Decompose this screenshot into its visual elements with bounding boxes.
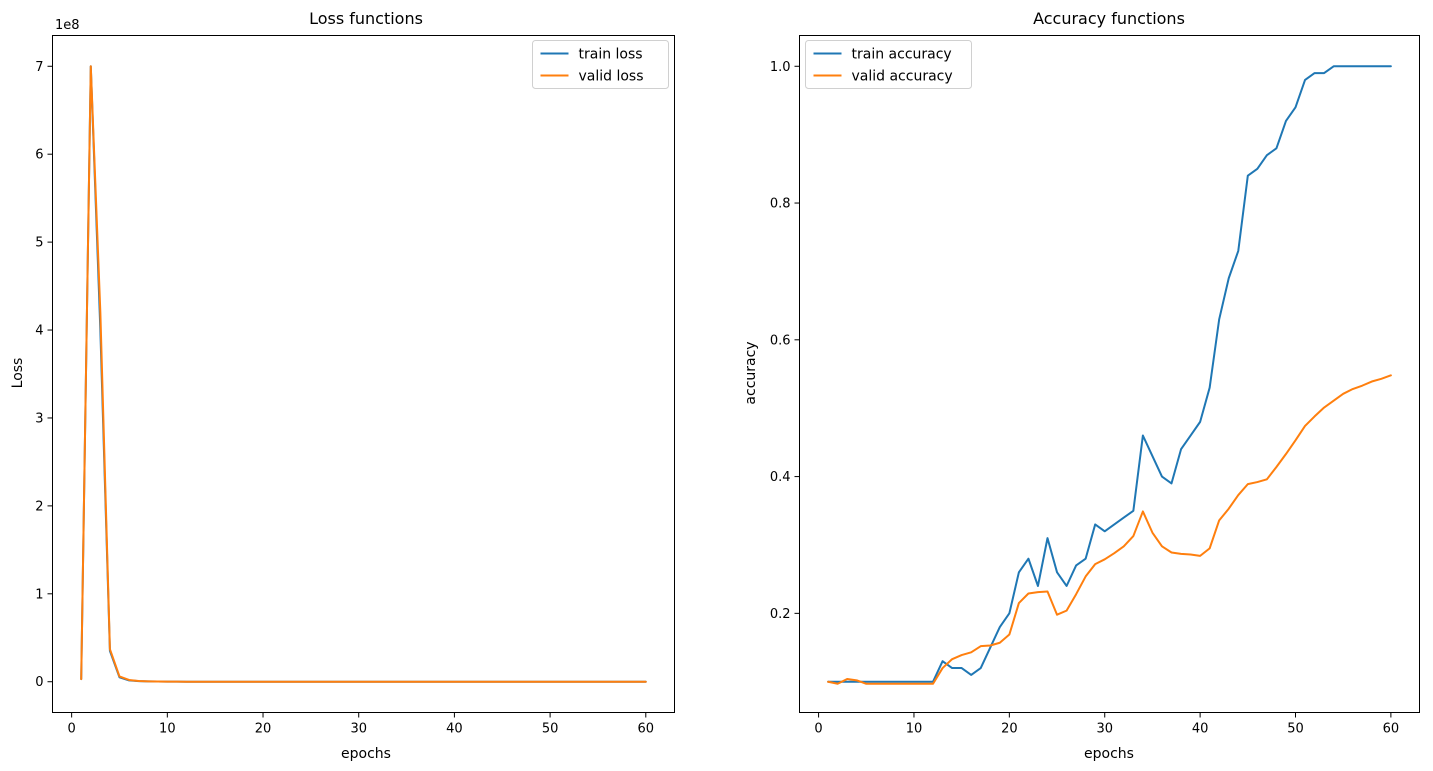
loss-axes-frame xyxy=(52,35,675,713)
accuracy-x-tick: 10 xyxy=(906,712,923,737)
accuracy-legend-box xyxy=(805,40,972,89)
loss-chart-title: Loss functions xyxy=(309,9,423,28)
accuracy-y-tick: 1.0 xyxy=(770,60,800,75)
accuracy-x-tick-label: 50 xyxy=(1287,722,1304,737)
loss-y-axis-label: Loss xyxy=(10,358,26,389)
loss-legend-item: train loss xyxy=(540,47,643,63)
loss-x-tick: 0 xyxy=(67,712,76,737)
accuracy-chart: Accuracy functions accuracy epochs 0 10 20… xyxy=(743,9,1420,762)
loss-y-tick-label: 2 xyxy=(35,499,43,514)
accuracy-y-tick-label: 0.4 xyxy=(770,470,791,485)
loss-legend-label: train loss xyxy=(579,47,643,63)
accuracy-y-axis-label: accuracy xyxy=(743,341,759,404)
accuracy-y-tick-label: 0.8 xyxy=(770,197,791,212)
loss-x-tick: 20 xyxy=(255,712,272,737)
loss-y-tick: 6 xyxy=(35,148,53,163)
loss-y-tick-label: 0 xyxy=(35,675,43,690)
accuracy-x-tick: 50 xyxy=(1287,712,1304,737)
accuracy-x-tick-label: 0 xyxy=(814,722,822,737)
loss-x-tick-label: 20 xyxy=(255,722,272,737)
accuracy-x-tick-label: 60 xyxy=(1383,722,1400,737)
accuracy-y-tick: 0.4 xyxy=(770,470,800,485)
loss-y-ticks: 0 1 2 3 4 5 6 7 xyxy=(35,60,53,690)
loss-x-tick: 10 xyxy=(159,712,176,737)
loss-y-tick: 4 xyxy=(35,324,53,339)
accuracy-legend-label: train accuracy xyxy=(852,47,952,63)
accuracy-legend-label: valid accuracy xyxy=(852,69,953,85)
loss-series-line-train xyxy=(80,65,647,683)
loss-y-tick: 3 xyxy=(35,411,53,426)
loss-x-tick-label: 50 xyxy=(542,722,559,737)
loss-y-tick-label: 6 xyxy=(35,148,43,163)
accuracy-legend-item: valid accuracy xyxy=(813,69,953,85)
accuracy-chart-title: Accuracy functions xyxy=(1033,9,1185,28)
loss-y-tick-label: 1 xyxy=(35,587,43,602)
loss-x-tick-label: 10 xyxy=(159,722,176,737)
loss-x-tick: 60 xyxy=(638,712,655,737)
accuracy-x-tick: 40 xyxy=(1192,712,1209,737)
accuracy-series xyxy=(827,65,1392,685)
accuracy-y-ticks: 0.2 0.4 0.6 0.8 1.0 xyxy=(770,60,800,622)
loss-x-tick: 50 xyxy=(542,712,559,737)
loss-x-tick-label: 30 xyxy=(350,722,367,737)
accuracy-x-axis-label: epochs xyxy=(1084,746,1134,762)
loss-y-tick: 1 xyxy=(35,587,53,602)
accuracy-x-tick-label: 10 xyxy=(906,722,923,737)
accuracy-x-tick: 20 xyxy=(1001,712,1018,737)
accuracy-series-line-train xyxy=(827,65,1392,683)
accuracy-axes-frame xyxy=(799,35,1420,713)
loss-y-tick: 0 xyxy=(35,675,53,690)
loss-legend: train loss valid loss xyxy=(532,40,669,89)
accuracy-y-tick-label: 1.0 xyxy=(770,60,791,75)
loss-chart: Loss functions 1e8 Loss epochs 0 10 20 30 40… xyxy=(10,9,675,762)
loss-x-tick-label: 60 xyxy=(638,722,655,737)
accuracy-y-tick-label: 0.6 xyxy=(770,333,791,348)
loss-x-tick-label: 40 xyxy=(446,722,463,737)
accuracy-x-tick: 60 xyxy=(1383,712,1400,737)
loss-series-line-valid xyxy=(80,65,647,683)
loss-y-tick-label: 4 xyxy=(35,324,43,339)
loss-series xyxy=(80,65,647,683)
accuracy-x-tick: 30 xyxy=(1096,712,1113,737)
loss-y-tick: 2 xyxy=(35,499,53,514)
accuracy-y-tick-label: 0.2 xyxy=(770,607,791,622)
accuracy-x-tick-label: 20 xyxy=(1001,722,1018,737)
loss-y-tick: 7 xyxy=(35,60,53,75)
accuracy-x-tick-label: 30 xyxy=(1096,722,1113,737)
loss-x-axis-label: epochs xyxy=(341,746,391,762)
loss-legend-item: valid loss xyxy=(540,69,644,85)
loss-x-tick-label: 0 xyxy=(67,722,75,737)
loss-y-tick-label: 5 xyxy=(35,236,43,251)
loss-y-tick-label: 7 xyxy=(35,60,43,75)
loss-x-tick: 40 xyxy=(446,712,463,737)
loss-x-ticks: 0 10 20 30 40 50 60 xyxy=(67,712,655,737)
accuracy-series-line-valid xyxy=(827,374,1392,685)
accuracy-legend: train accuracy valid accuracy xyxy=(805,40,972,89)
loss-x-tick: 30 xyxy=(350,712,367,737)
accuracy-x-tick: 0 xyxy=(814,712,823,737)
loss-y-offset-label: 1e8 xyxy=(55,18,80,33)
accuracy-y-tick: 0.6 xyxy=(770,333,800,348)
accuracy-x-tick-label: 40 xyxy=(1192,722,1209,737)
accuracy-legend-item: train accuracy xyxy=(813,47,952,63)
loss-y-tick-label: 3 xyxy=(35,411,43,426)
accuracy-y-tick: 0.8 xyxy=(770,197,800,212)
loss-y-tick: 5 xyxy=(35,236,53,251)
loss-legend-label: valid loss xyxy=(579,69,644,85)
accuracy-y-tick: 0.2 xyxy=(770,607,800,622)
accuracy-x-ticks: 0 10 20 30 40 50 60 xyxy=(814,712,1400,737)
